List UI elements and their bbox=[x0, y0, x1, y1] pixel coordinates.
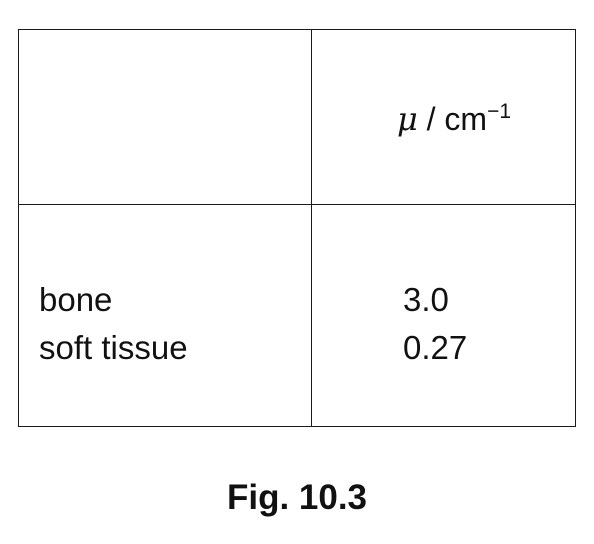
unit-exponent: −1 bbox=[487, 100, 512, 123]
material-name: soft tissue bbox=[39, 329, 188, 366]
figure-caption: Fig. 10.3 bbox=[226, 478, 368, 517]
attenuation-value: 0.27 bbox=[403, 329, 468, 366]
row-divider bbox=[19, 204, 575, 205]
data-table: μ / cm−1 bone soft tissue 3.0 0.27 bbox=[18, 29, 576, 427]
attenuation-value: 3.0 bbox=[403, 281, 449, 318]
material-name: bone bbox=[39, 281, 113, 318]
unit-text: / cm bbox=[417, 101, 488, 137]
column-header-mu: μ / cm−1 bbox=[313, 30, 575, 204]
mu-symbol: μ bbox=[396, 100, 418, 138]
material-column: bone soft tissue bbox=[39, 276, 188, 372]
value-column: 3.0 0.27 bbox=[403, 276, 467, 372]
column-divider bbox=[311, 30, 312, 426]
